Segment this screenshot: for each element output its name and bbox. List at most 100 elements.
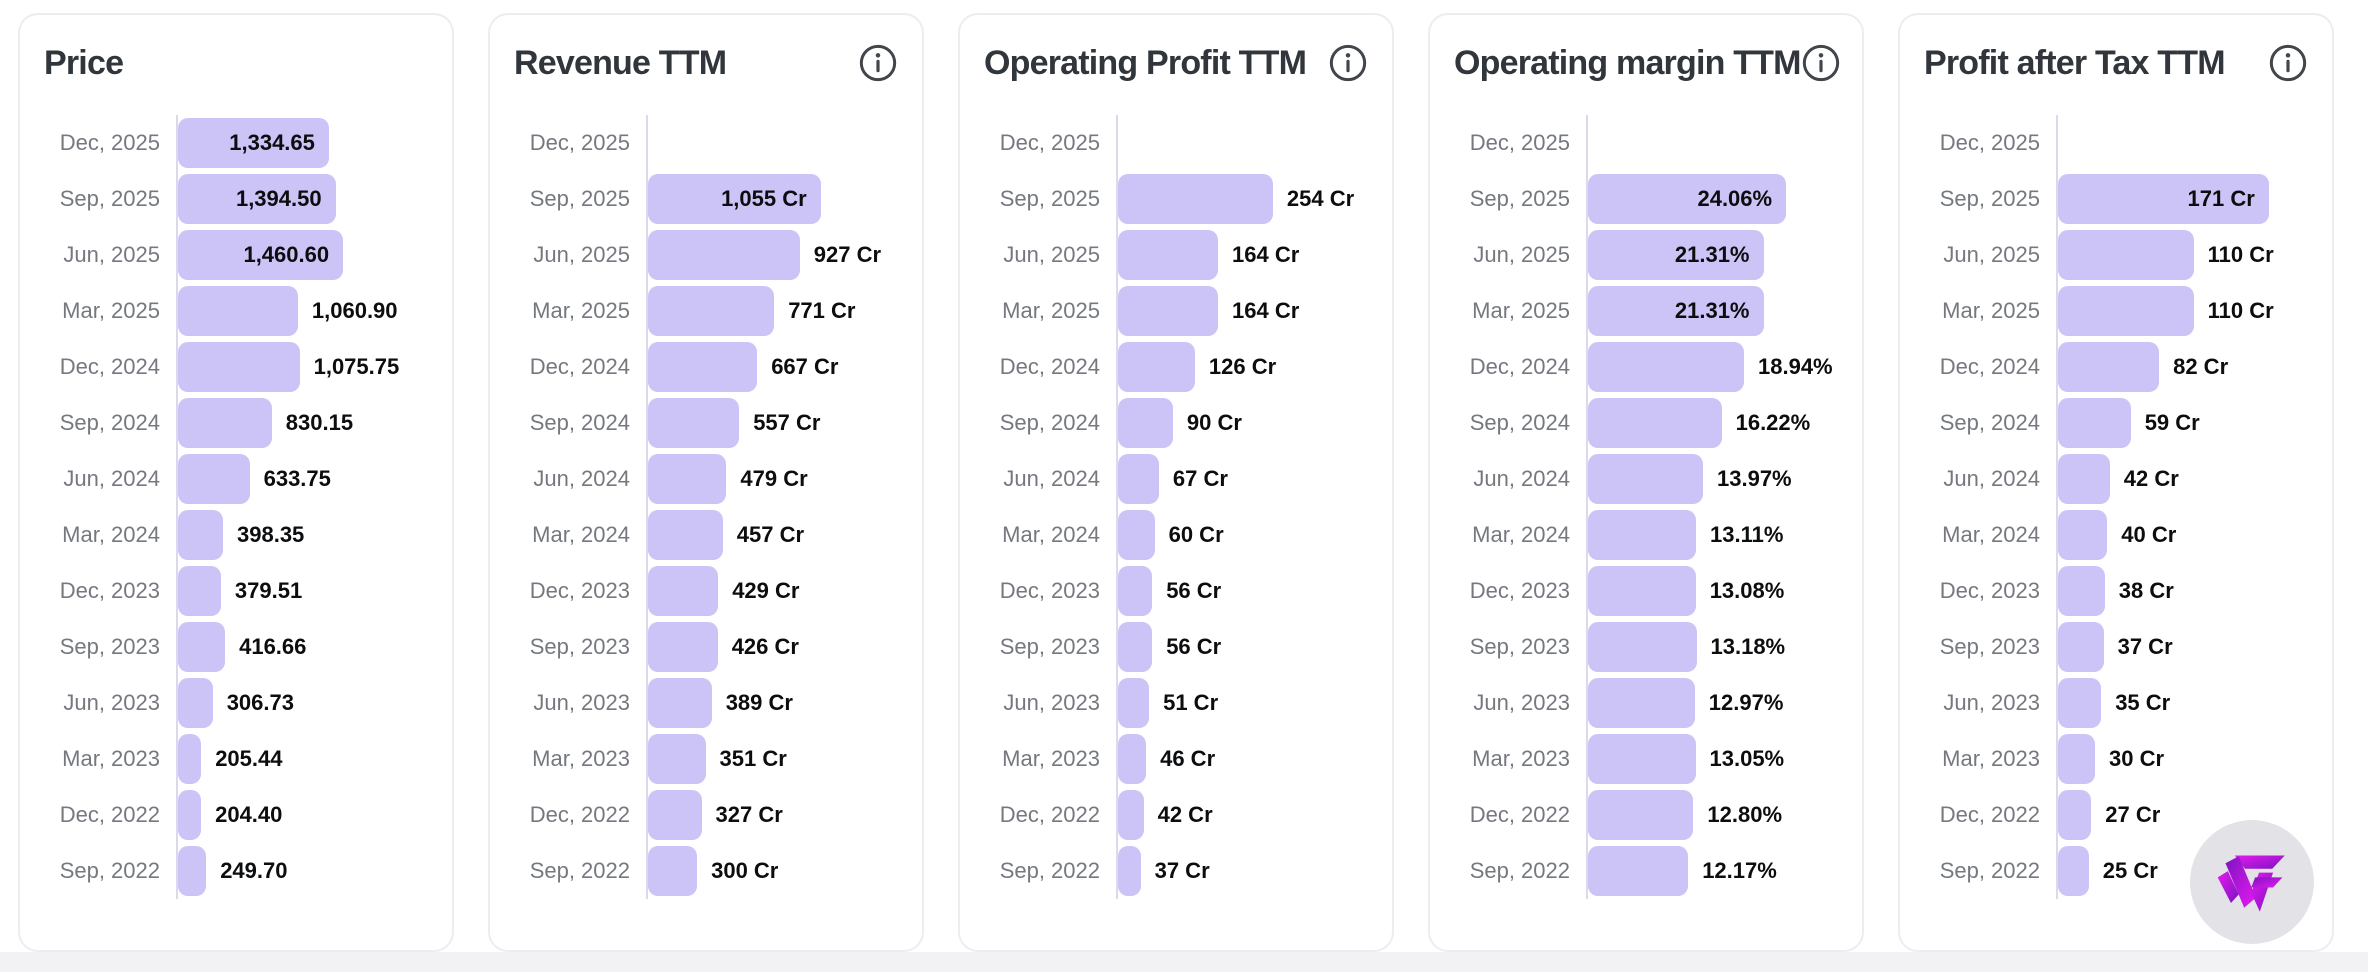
chart-row: Jun, 2024 42 Cr (1924, 451, 2308, 507)
bar[interactable] (1588, 678, 1695, 728)
bar[interactable] (1118, 342, 1195, 392)
bar[interactable] (178, 510, 223, 560)
bar[interactable] (2058, 734, 2095, 784)
bar[interactable] (1118, 510, 1155, 560)
bar[interactable] (648, 622, 718, 672)
info-icon[interactable] (858, 43, 898, 83)
value-label: 24.06% (1697, 186, 1773, 211)
bar[interactable] (1588, 510, 1696, 560)
bar[interactable] (1118, 678, 1150, 728)
bar[interactable] (648, 286, 775, 336)
bar[interactable] (1588, 790, 1694, 840)
card-header: Revenue TTM (514, 37, 898, 89)
bar[interactable]: 21.31% (1588, 230, 1764, 280)
bar[interactable] (2058, 454, 2110, 504)
info-icon[interactable] (1801, 43, 1841, 83)
bar[interactable] (1588, 398, 1722, 448)
chart-row: Mar, 2023 46 Cr (984, 731, 1368, 787)
bar[interactable] (1118, 230, 1218, 280)
bar[interactable] (2058, 678, 2102, 728)
chart-row-plot: 1,394.50 (176, 171, 428, 227)
bar[interactable] (648, 398, 740, 448)
value-label: 30 Cr (2109, 746, 2165, 771)
bar[interactable] (2058, 286, 2194, 336)
bar[interactable] (2058, 566, 2105, 616)
bar[interactable]: 1,394.50 (178, 174, 336, 224)
bar[interactable] (2058, 510, 2108, 560)
bar[interactable]: 24.06% (1588, 174, 1787, 224)
bar[interactable] (2058, 398, 2131, 448)
chart-row: Mar, 2025 1,060.90 (44, 283, 428, 339)
info-icon[interactable] (2268, 43, 2308, 83)
bar[interactable] (648, 734, 706, 784)
bar[interactable] (1588, 342, 1744, 392)
info-icon[interactable] (1328, 43, 1368, 83)
bar[interactable] (1588, 734, 1696, 784)
category-label: Sep, 2024 (1469, 410, 1570, 435)
value-label: 667 Cr (771, 354, 839, 379)
bar[interactable] (178, 622, 226, 672)
bar[interactable] (2058, 342, 2160, 392)
bar[interactable]: 1,055 Cr (648, 174, 821, 224)
category-label: Sep, 2022 (59, 858, 160, 883)
value-label: 557 Cr (753, 410, 821, 435)
bar[interactable]: 1,460.60 (178, 230, 344, 280)
category-label: Jun, 2025 (1943, 242, 2040, 267)
category-label: Sep, 2022 (1469, 858, 1570, 883)
bar[interactable] (178, 454, 250, 504)
bar[interactable] (2058, 622, 2104, 672)
bar[interactable] (178, 846, 207, 896)
bar[interactable] (1118, 174, 1273, 224)
category-label: Mar, 2025 (62, 298, 160, 323)
bar[interactable] (648, 510, 723, 560)
bar[interactable] (648, 566, 719, 616)
chart-row-plot (2056, 115, 2308, 171)
bar[interactable] (1118, 734, 1147, 784)
bar[interactable] (178, 678, 213, 728)
chart-row-plot: 771 Cr (646, 283, 898, 339)
chart-row: Dec, 2025 (1454, 115, 1838, 171)
bar[interactable] (178, 286, 298, 336)
bar[interactable] (1118, 454, 1159, 504)
bar[interactable] (648, 230, 800, 280)
value-label: 35 Cr (2115, 690, 2171, 715)
bar[interactable] (1588, 454, 1703, 504)
bar[interactable] (178, 790, 202, 840)
bar[interactable] (1118, 286, 1218, 336)
bar[interactable] (1588, 566, 1696, 616)
bar[interactable] (1588, 846, 1689, 896)
value-label: 13.18% (1710, 634, 1786, 659)
value-label: 1,334.65 (229, 130, 315, 155)
category-label: Mar, 2023 (1002, 746, 1100, 771)
bar[interactable]: 1,334.65 (178, 118, 329, 168)
chart-row: Dec, 2025 1,334.65 (44, 115, 428, 171)
chart-row: Sep, 2022 300 Cr (514, 843, 898, 899)
chart-row: Mar, 2023 13.05% (1454, 731, 1838, 787)
bar[interactable] (648, 342, 758, 392)
bar[interactable] (178, 566, 221, 616)
bar[interactable] (1118, 622, 1153, 672)
bar[interactable] (178, 342, 300, 392)
bar[interactable] (1118, 790, 1144, 840)
category-label: Sep, 2023 (59, 634, 160, 659)
bar[interactable]: 171 Cr (2058, 174, 2269, 224)
bar[interactable] (178, 398, 272, 448)
bar[interactable] (178, 734, 202, 784)
bar[interactable] (648, 678, 712, 728)
bar[interactable] (648, 790, 702, 840)
bar[interactable]: 21.31% (1588, 286, 1764, 336)
bar[interactable] (648, 454, 727, 504)
category-label: Sep, 2023 (1469, 634, 1570, 659)
chart-row: Dec, 2023 429 Cr (514, 563, 898, 619)
bar[interactable] (1118, 566, 1153, 616)
card-title: Revenue TTM (514, 43, 727, 82)
chart-row: Jun, 2024 633.75 (44, 451, 428, 507)
bar[interactable] (2058, 846, 2089, 896)
bar[interactable] (1118, 846, 1141, 896)
bar[interactable] (648, 846, 698, 896)
bar[interactable] (2058, 230, 2194, 280)
bar[interactable] (2058, 790, 2092, 840)
category-label: Sep, 2025 (1939, 186, 2040, 211)
bar[interactable] (1588, 622, 1697, 672)
bar[interactable] (1118, 398, 1173, 448)
